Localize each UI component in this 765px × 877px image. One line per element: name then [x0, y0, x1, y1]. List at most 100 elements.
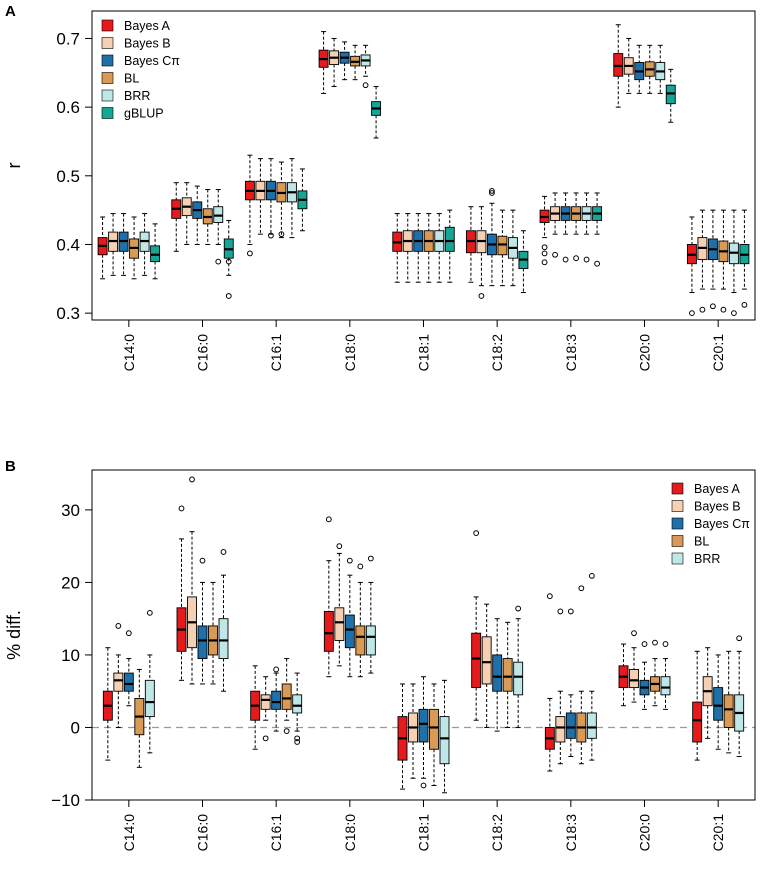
box-bl-c20-1	[723, 650, 734, 754]
outlier-point	[273, 666, 280, 673]
y-tick-label: 10	[61, 646, 80, 665]
box-gblup-c18-1	[444, 209, 455, 283]
outlier-point	[346, 557, 353, 564]
x-tick-label: C18:1	[416, 814, 432, 852]
box-brr-c18-3	[581, 192, 592, 263]
box-bl-c16-1	[281, 658, 292, 734]
box-brr-c14-0	[139, 213, 150, 276]
box-bayes-b-c14-0	[113, 623, 124, 728]
box-bayes-b-c16-0	[181, 182, 192, 245]
legend-label: Bayes Cπ	[124, 54, 180, 68]
box-bayes-a-c18-0	[323, 516, 334, 678]
box-body	[555, 716, 566, 743]
outlier-point	[662, 641, 669, 647]
box-brr-c18-2	[513, 605, 524, 728]
outlier-point	[199, 557, 206, 564]
outlier-point	[225, 258, 232, 265]
legend-entry: Bayes A	[101, 19, 171, 33]
x-tick-label: C18:3	[563, 814, 579, 852]
outlier-point	[552, 251, 558, 258]
box-brr-c18-1	[439, 679, 450, 794]
outlier-point	[736, 635, 743, 642]
outlier-point	[541, 250, 548, 257]
legend-entry: BRR	[671, 552, 720, 566]
box-bl-c20-0	[644, 44, 655, 94]
outlier-point	[220, 549, 227, 555]
box-bayes-a-c14-0	[102, 647, 113, 761]
legend-entry: Bayes A	[671, 482, 741, 496]
box-body	[471, 632, 482, 689]
legend-label: BL	[124, 72, 139, 86]
outlier-point	[478, 293, 485, 299]
outlier-point	[225, 293, 232, 299]
box-bl-c16-1	[276, 161, 287, 239]
box-brr-c16-0	[218, 549, 229, 692]
box-bayes-b-c18-2	[476, 206, 487, 299]
x-tick-label: C14:0	[121, 334, 137, 372]
box-body	[692, 701, 703, 743]
box-bayes-c--c20-1	[713, 654, 724, 750]
box-body	[334, 607, 345, 641]
legend-swatch	[101, 54, 114, 67]
panel-b: B −10 0 10 20 30 % diff. C14:0 C16:0 C16:1 C18:0 C…	[4, 458, 756, 852]
box-bayes-c--c18-2	[492, 618, 503, 732]
outlier-point	[325, 516, 332, 523]
outlier-point	[594, 260, 600, 267]
box-bayes-c--c18-3	[560, 192, 571, 263]
box-bayes-a-c18-1	[392, 213, 403, 283]
legend-swatch	[101, 107, 114, 119]
box-bayes-c--c18-2	[486, 188, 497, 287]
y-axis-label: % diff.	[4, 610, 24, 660]
legend-swatch	[671, 500, 684, 512]
box-body	[502, 658, 513, 692]
box-brr-c16-1	[286, 158, 297, 239]
box-body	[144, 679, 155, 718]
legend-swatch	[101, 72, 114, 84]
y-tick-label: 0.6	[56, 98, 80, 117]
outlier-point	[562, 256, 569, 263]
box-bl-c16-0	[208, 581, 218, 685]
box-bayes-b-c18-3	[555, 608, 566, 765]
box-brr-c18-0	[365, 555, 376, 674]
y-tick-label: 0.3	[56, 304, 80, 323]
box-bayes-b-c20-1	[697, 209, 708, 313]
legend-entry: BL	[101, 72, 139, 86]
box-gblup-c16-1	[297, 168, 308, 232]
box-body	[565, 712, 576, 739]
box-body	[429, 708, 439, 750]
box-body	[197, 625, 208, 660]
outlier-point	[336, 543, 343, 550]
box-body	[260, 694, 271, 710]
legend-swatch	[671, 482, 684, 495]
box-body	[629, 669, 639, 689]
x-tick-label: C18:0	[342, 814, 358, 852]
box-brr-c20-1	[728, 209, 739, 317]
box-bayes-b-c16-1	[255, 158, 266, 235]
box-bayes-b-c18-0	[329, 37, 340, 88]
outlier-point	[115, 623, 122, 629]
box-bayes-a-c18-3	[539, 195, 550, 266]
legend-entry: Bayes B	[671, 500, 741, 514]
box-gblup-c20-1	[739, 209, 750, 308]
box-gblup-c20-0	[665, 68, 676, 123]
outlier-point	[515, 605, 522, 612]
box-body	[723, 694, 734, 728]
outlier-point	[247, 250, 253, 257]
outlier-point	[652, 639, 658, 646]
outlier-point	[420, 782, 427, 789]
box-bayes-c--c16-0	[192, 185, 203, 245]
legend-swatch	[671, 535, 684, 547]
box-bayes-c--c16-0	[197, 557, 208, 685]
box-brr-c20-0	[660, 641, 671, 710]
legend-entry: Bayes B	[101, 37, 171, 51]
box-gblup-c18-3	[592, 192, 603, 267]
x-tick-label: C16:1	[268, 334, 284, 372]
legend-swatch	[671, 552, 684, 565]
box-bayes-a-c14-0	[97, 216, 108, 280]
outlier-point	[720, 306, 727, 313]
legend-entry: BL	[671, 535, 709, 549]
outlier-point	[567, 608, 574, 615]
y-tick-label: 0.4	[56, 235, 80, 254]
box-body	[418, 708, 429, 743]
